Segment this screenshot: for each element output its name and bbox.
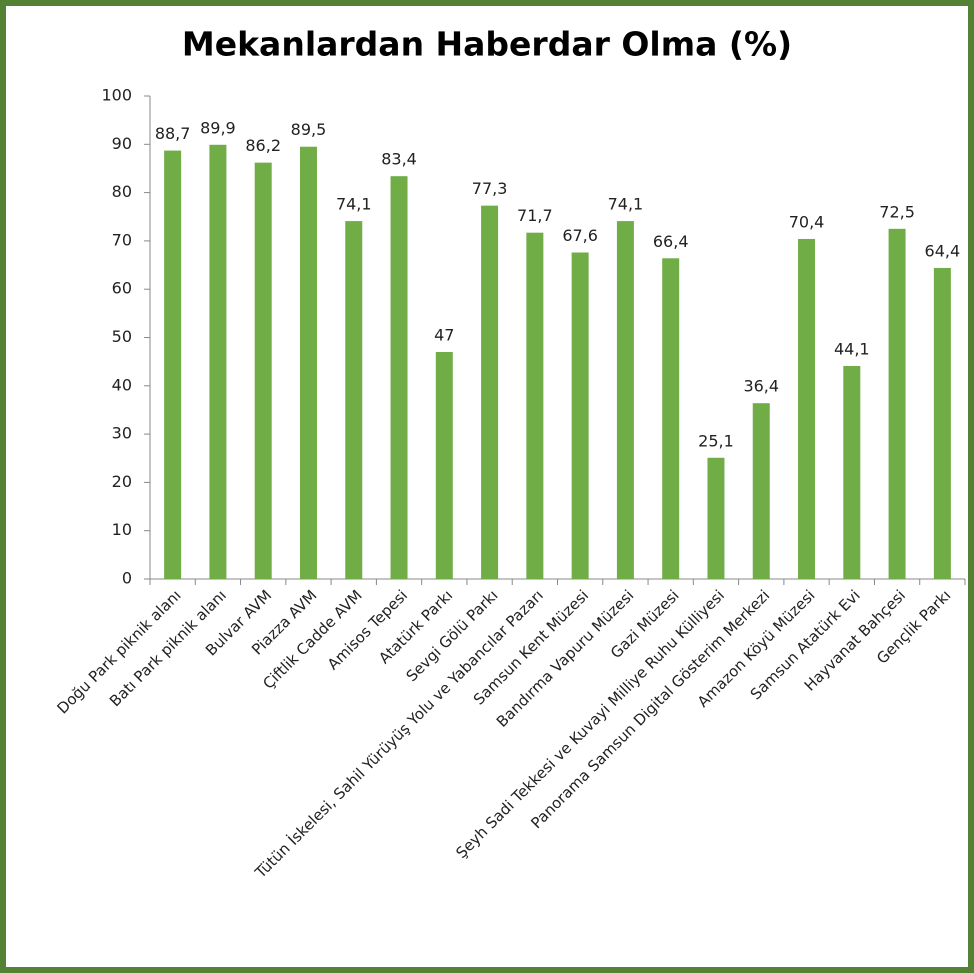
bar [254, 162, 272, 580]
bar [345, 221, 363, 580]
y-tick-label: 60 [112, 279, 132, 298]
data-label: 74,1 [336, 195, 372, 214]
bar [209, 144, 227, 579]
y-tick-label: 100 [101, 86, 132, 105]
data-label: 74,1 [608, 195, 644, 214]
data-label: 83,4 [381, 150, 417, 169]
data-label: 64,4 [925, 241, 961, 260]
bar [888, 228, 906, 579]
bar [707, 457, 725, 579]
bar [164, 150, 182, 580]
data-label: 71,7 [517, 206, 553, 225]
bar [752, 403, 770, 579]
y-tick-label: 20 [112, 472, 132, 491]
data-label: 47 [434, 325, 454, 344]
data-label: 86,2 [245, 136, 281, 155]
y-tick-label: 0 [122, 569, 132, 588]
chart-title: Mekanlardan Haberdar Olma (%) [182, 25, 792, 64]
data-label: 89,5 [291, 120, 327, 139]
bar [798, 238, 816, 579]
bar [662, 258, 680, 579]
y-tick-label: 50 [112, 327, 132, 346]
bar [526, 232, 544, 579]
data-label: 88,7 [155, 124, 191, 143]
data-label: 44,1 [834, 339, 870, 358]
bar [933, 267, 951, 579]
data-label: 89,9 [200, 118, 236, 137]
bar [616, 221, 634, 580]
y-tick-label: 80 [112, 182, 132, 201]
data-label: 25,1 [698, 431, 734, 450]
bar [571, 252, 589, 579]
data-label: 66,4 [653, 232, 689, 251]
y-tick-label: 40 [112, 375, 132, 394]
y-tick-label: 90 [112, 134, 132, 153]
y-tick-label: 70 [112, 230, 132, 249]
bar [299, 146, 317, 579]
data-label: 72,5 [879, 202, 915, 221]
bar [390, 176, 408, 580]
y-tick-label: 30 [112, 424, 132, 443]
data-label: 67,6 [562, 226, 598, 245]
data-label: 70,4 [789, 212, 825, 231]
bar [481, 205, 499, 580]
bar [843, 365, 861, 579]
data-label: 77,3 [472, 179, 508, 198]
bar [435, 351, 453, 579]
data-label: 36,4 [743, 377, 779, 396]
y-tick-label: 10 [112, 520, 132, 539]
